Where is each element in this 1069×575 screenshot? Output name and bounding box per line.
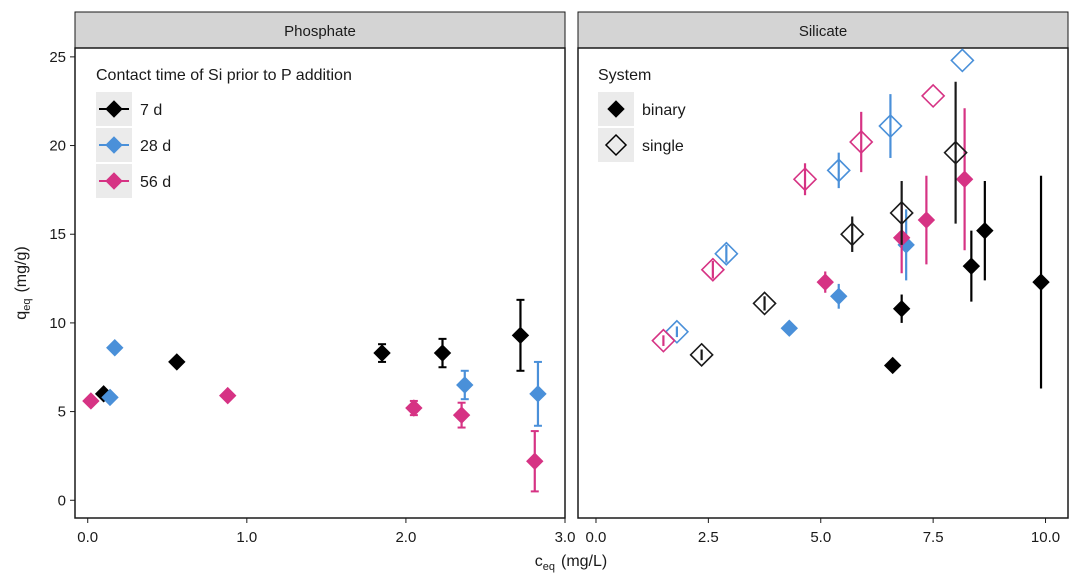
phosphate-strip-title: Phosphate [284, 23, 356, 40]
phosphate-point-7d [433, 344, 452, 362]
legend-key-diamond [105, 136, 123, 154]
y-axis-title-sub: eq [21, 299, 33, 311]
silicate-point-7d-binary [962, 257, 981, 275]
legend-label-7d: 7 d [140, 102, 162, 119]
silicate-point-56d-binary [816, 273, 834, 291]
phosphate-point-56d [82, 392, 100, 410]
phosphate-legend: Contact time of Si prior to P addition 7… [96, 67, 352, 198]
y-tick-label: 25 [49, 49, 66, 66]
phosphate-point-7d [511, 326, 530, 345]
silicate-point-56d-single [921, 83, 946, 109]
silicate-point-28d-single [664, 319, 690, 344]
silicate-point-7d-single [752, 291, 777, 316]
silicate-point-7d-single [689, 342, 714, 367]
silicate-point-56d-binary [917, 211, 936, 229]
silicate-point-28d-single [878, 113, 903, 139]
legend-label-binary: binary [642, 102, 686, 119]
y-axis-title: qeq (mg/g) [13, 246, 33, 319]
silicate-point-56d-single [792, 167, 818, 192]
silicate-point-28d-binary [780, 319, 798, 337]
phosphate-strip [74, 11, 566, 49]
legend-label-28d: 28 d [140, 138, 171, 155]
silicate-legend-title: System [598, 67, 651, 84]
y-tick-label: 20 [49, 138, 66, 155]
legend-key-diamond [607, 100, 625, 118]
silicate-point-28d-binary [830, 287, 848, 306]
silicate-point-28d-single [950, 48, 975, 73]
x-axis-title: ceq (mg/L) [535, 553, 607, 573]
silicate-point-7d-single [943, 140, 968, 165]
silicate-point-7d-binary [883, 356, 902, 375]
silicate-x-tick-label: 7.5 [923, 529, 944, 546]
silicate-legend: System binary single [598, 67, 686, 162]
phosphate-point-28d [106, 339, 124, 357]
phosphate-point-56d [219, 386, 237, 405]
silicate-point-28d-single [714, 241, 739, 266]
y-axis-title-unit: (mg/g) [13, 246, 30, 292]
silicate-x-tick-label: 0.0 [586, 529, 607, 546]
silicate-x-tick-label: 2.5 [698, 529, 719, 546]
silicate-point-7d-binary [1032, 273, 1050, 291]
silicate-x-tick-label: 5.0 [810, 529, 831, 546]
legend-label-56d: 56 d [140, 174, 171, 191]
silicate-point-56d-single [700, 257, 725, 282]
y-tick-label: 5 [58, 404, 66, 421]
data-marks [82, 48, 1050, 493]
silicate-point-56d-single [849, 129, 874, 155]
axis-ticks: 0.0 1.0 2.0 3.0 0 5 10 15 20 25 0.0 2.5 5.0 7.5 10.0 [49, 49, 1060, 546]
legend-key-diamond [105, 172, 123, 190]
phosphate-x-tick-label: 3.0 [555, 529, 576, 546]
y-tick-label: 10 [49, 315, 66, 332]
silicate-point-28d-single [826, 158, 851, 183]
silicate-point-7d-single [840, 222, 865, 247]
x-axis-title-sub: eq [543, 561, 555, 573]
phosphate-point-56d [452, 406, 471, 424]
legend-key-diamond [604, 133, 628, 157]
phosphate-x-tick-label: 0.0 [77, 529, 98, 546]
legend-key-diamond [105, 100, 123, 118]
phosphate-point-56d [526, 452, 544, 470]
silicate-point-7d-single [889, 200, 914, 226]
silicate-strip [577, 11, 1069, 49]
phosphate-legend-title: Contact time of Si prior to P addition [96, 67, 352, 84]
phosphate-point-28d [101, 388, 119, 407]
phosphate-point-7d [168, 353, 186, 371]
phosphate-panel [74, 47, 566, 519]
silicate-point-7d-binary [976, 221, 994, 240]
x-axis-title-unit: (mg/L) [561, 553, 607, 570]
y-axis-title-main: q [13, 311, 30, 320]
x-axis-title-main: c [535, 553, 543, 570]
silicate-x-tick-label: 10.0 [1031, 529, 1060, 546]
y-tick-label: 15 [49, 226, 66, 243]
silicate-point-56d-single [651, 328, 676, 353]
silicate-strip-title: Silicate [799, 23, 847, 40]
legend-key-bg-single [598, 128, 634, 162]
phosphate-x-tick-label: 1.0 [236, 529, 257, 546]
phosphate-point-28d [529, 385, 547, 403]
phosphate-x-tick-label: 2.0 [395, 529, 416, 546]
phosphate-point-7d [373, 344, 391, 362]
silicate-point-7d-binary [892, 300, 911, 318]
legend-label-single: single [642, 138, 684, 155]
phosphate-point-56d [405, 399, 423, 417]
silicate-point-56d-binary [955, 170, 974, 188]
y-tick-label: 0 [58, 492, 66, 509]
phosphate-point-28d [456, 376, 474, 394]
